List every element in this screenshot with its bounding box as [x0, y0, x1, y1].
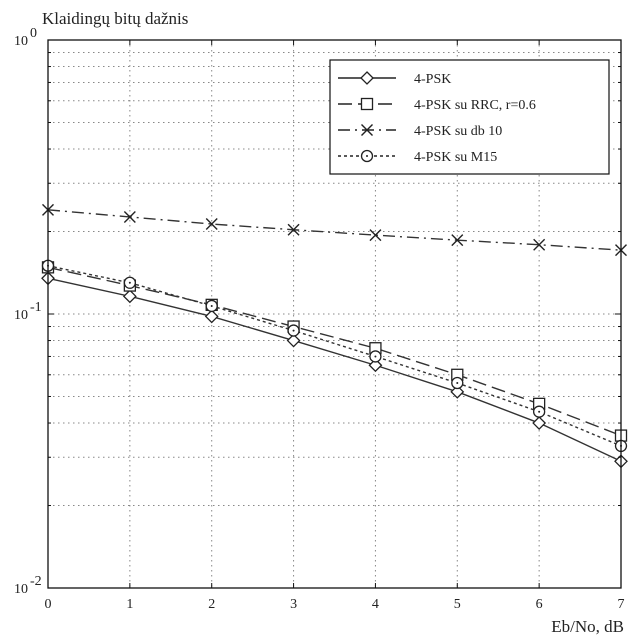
legend-label: 4-PSK su db 10: [414, 124, 502, 139]
data-point: [286, 333, 301, 348]
x-tick-label: 4: [372, 597, 379, 612]
data-point: [123, 210, 136, 223]
x-tick-label: 3: [290, 597, 297, 612]
data-point: [451, 234, 464, 247]
series-line: [47, 265, 622, 447]
x-axis-label: Eb/No, dB: [551, 617, 624, 636]
legend-swatch-marker: [361, 124, 373, 136]
data-point-dot: [456, 381, 459, 384]
data-point: [532, 416, 547, 430]
x-marker-stroke: [287, 223, 300, 236]
chart-title: Klaidingų bitų dažnis: [42, 9, 188, 28]
x-marker-stroke: [123, 210, 136, 223]
data-point-dot: [374, 355, 377, 358]
x-marker-stroke: [361, 124, 373, 136]
legend-entry: 4-PSK su RRC, r=0.6: [338, 97, 536, 113]
x-marker-stroke: [533, 238, 546, 251]
data-point: [533, 238, 546, 251]
y-tick-label: 100: [14, 26, 37, 49]
legend-swatch-marker-dot: [366, 155, 368, 157]
x-tick-label: 6: [536, 597, 543, 612]
x-tick-label: 2: [208, 597, 215, 612]
y-tick-label: 10-2: [14, 574, 42, 597]
series-4: [41, 259, 628, 453]
data-point-dot: [292, 329, 295, 332]
y-tick-exponent: -2: [30, 574, 42, 589]
series-line: [47, 209, 622, 251]
y-tick-base: 10: [14, 308, 28, 323]
data-point: [369, 229, 382, 242]
x-tick-label: 1: [126, 597, 133, 612]
x-marker-stroke: [451, 234, 464, 247]
series-3: [42, 203, 627, 257]
x-tick-label: 7: [618, 597, 625, 612]
y-tick-base: 10: [14, 582, 28, 597]
y-tick-base: 10: [14, 34, 28, 49]
data-point-dot: [128, 281, 131, 284]
legend-label: 4-PSK: [414, 72, 451, 87]
legend-label: 4-PSK su RRC, r=0.6: [414, 98, 536, 113]
data-point: [122, 289, 137, 304]
legend-label: 4-PSK su M15: [414, 150, 497, 165]
data-point-dot: [210, 304, 213, 307]
data-point-dot: [538, 410, 541, 413]
legend-entry: 4-PSK: [338, 71, 451, 87]
legend-box: [329, 59, 610, 175]
data-point: [287, 223, 300, 236]
data-point: [450, 384, 465, 399]
legend: 4-PSK 4-PSK su RRC, r=0.6 4-PSK su db 10 4-…: [329, 59, 610, 175]
x-marker-stroke: [369, 229, 382, 242]
y-tick-label: 10-1: [14, 300, 42, 323]
series-line: [47, 277, 622, 462]
y-tick-exponent: -1: [30, 300, 42, 315]
x-tick-label: 5: [454, 597, 461, 612]
data-point: [368, 358, 383, 373]
y-tick-exponent: 0: [30, 26, 37, 41]
legend-entry: 4-PSK su M15: [338, 149, 497, 165]
data-point: [205, 218, 218, 231]
legend-swatch-marker: [360, 71, 374, 85]
legend-entry: 4-PSK su db 10: [338, 124, 502, 139]
x-tick-label: 0: [45, 597, 52, 612]
series-1: [41, 271, 628, 469]
x-marker-stroke: [205, 218, 218, 231]
data-point: [204, 309, 219, 324]
legend-swatch-marker: [360, 97, 374, 111]
